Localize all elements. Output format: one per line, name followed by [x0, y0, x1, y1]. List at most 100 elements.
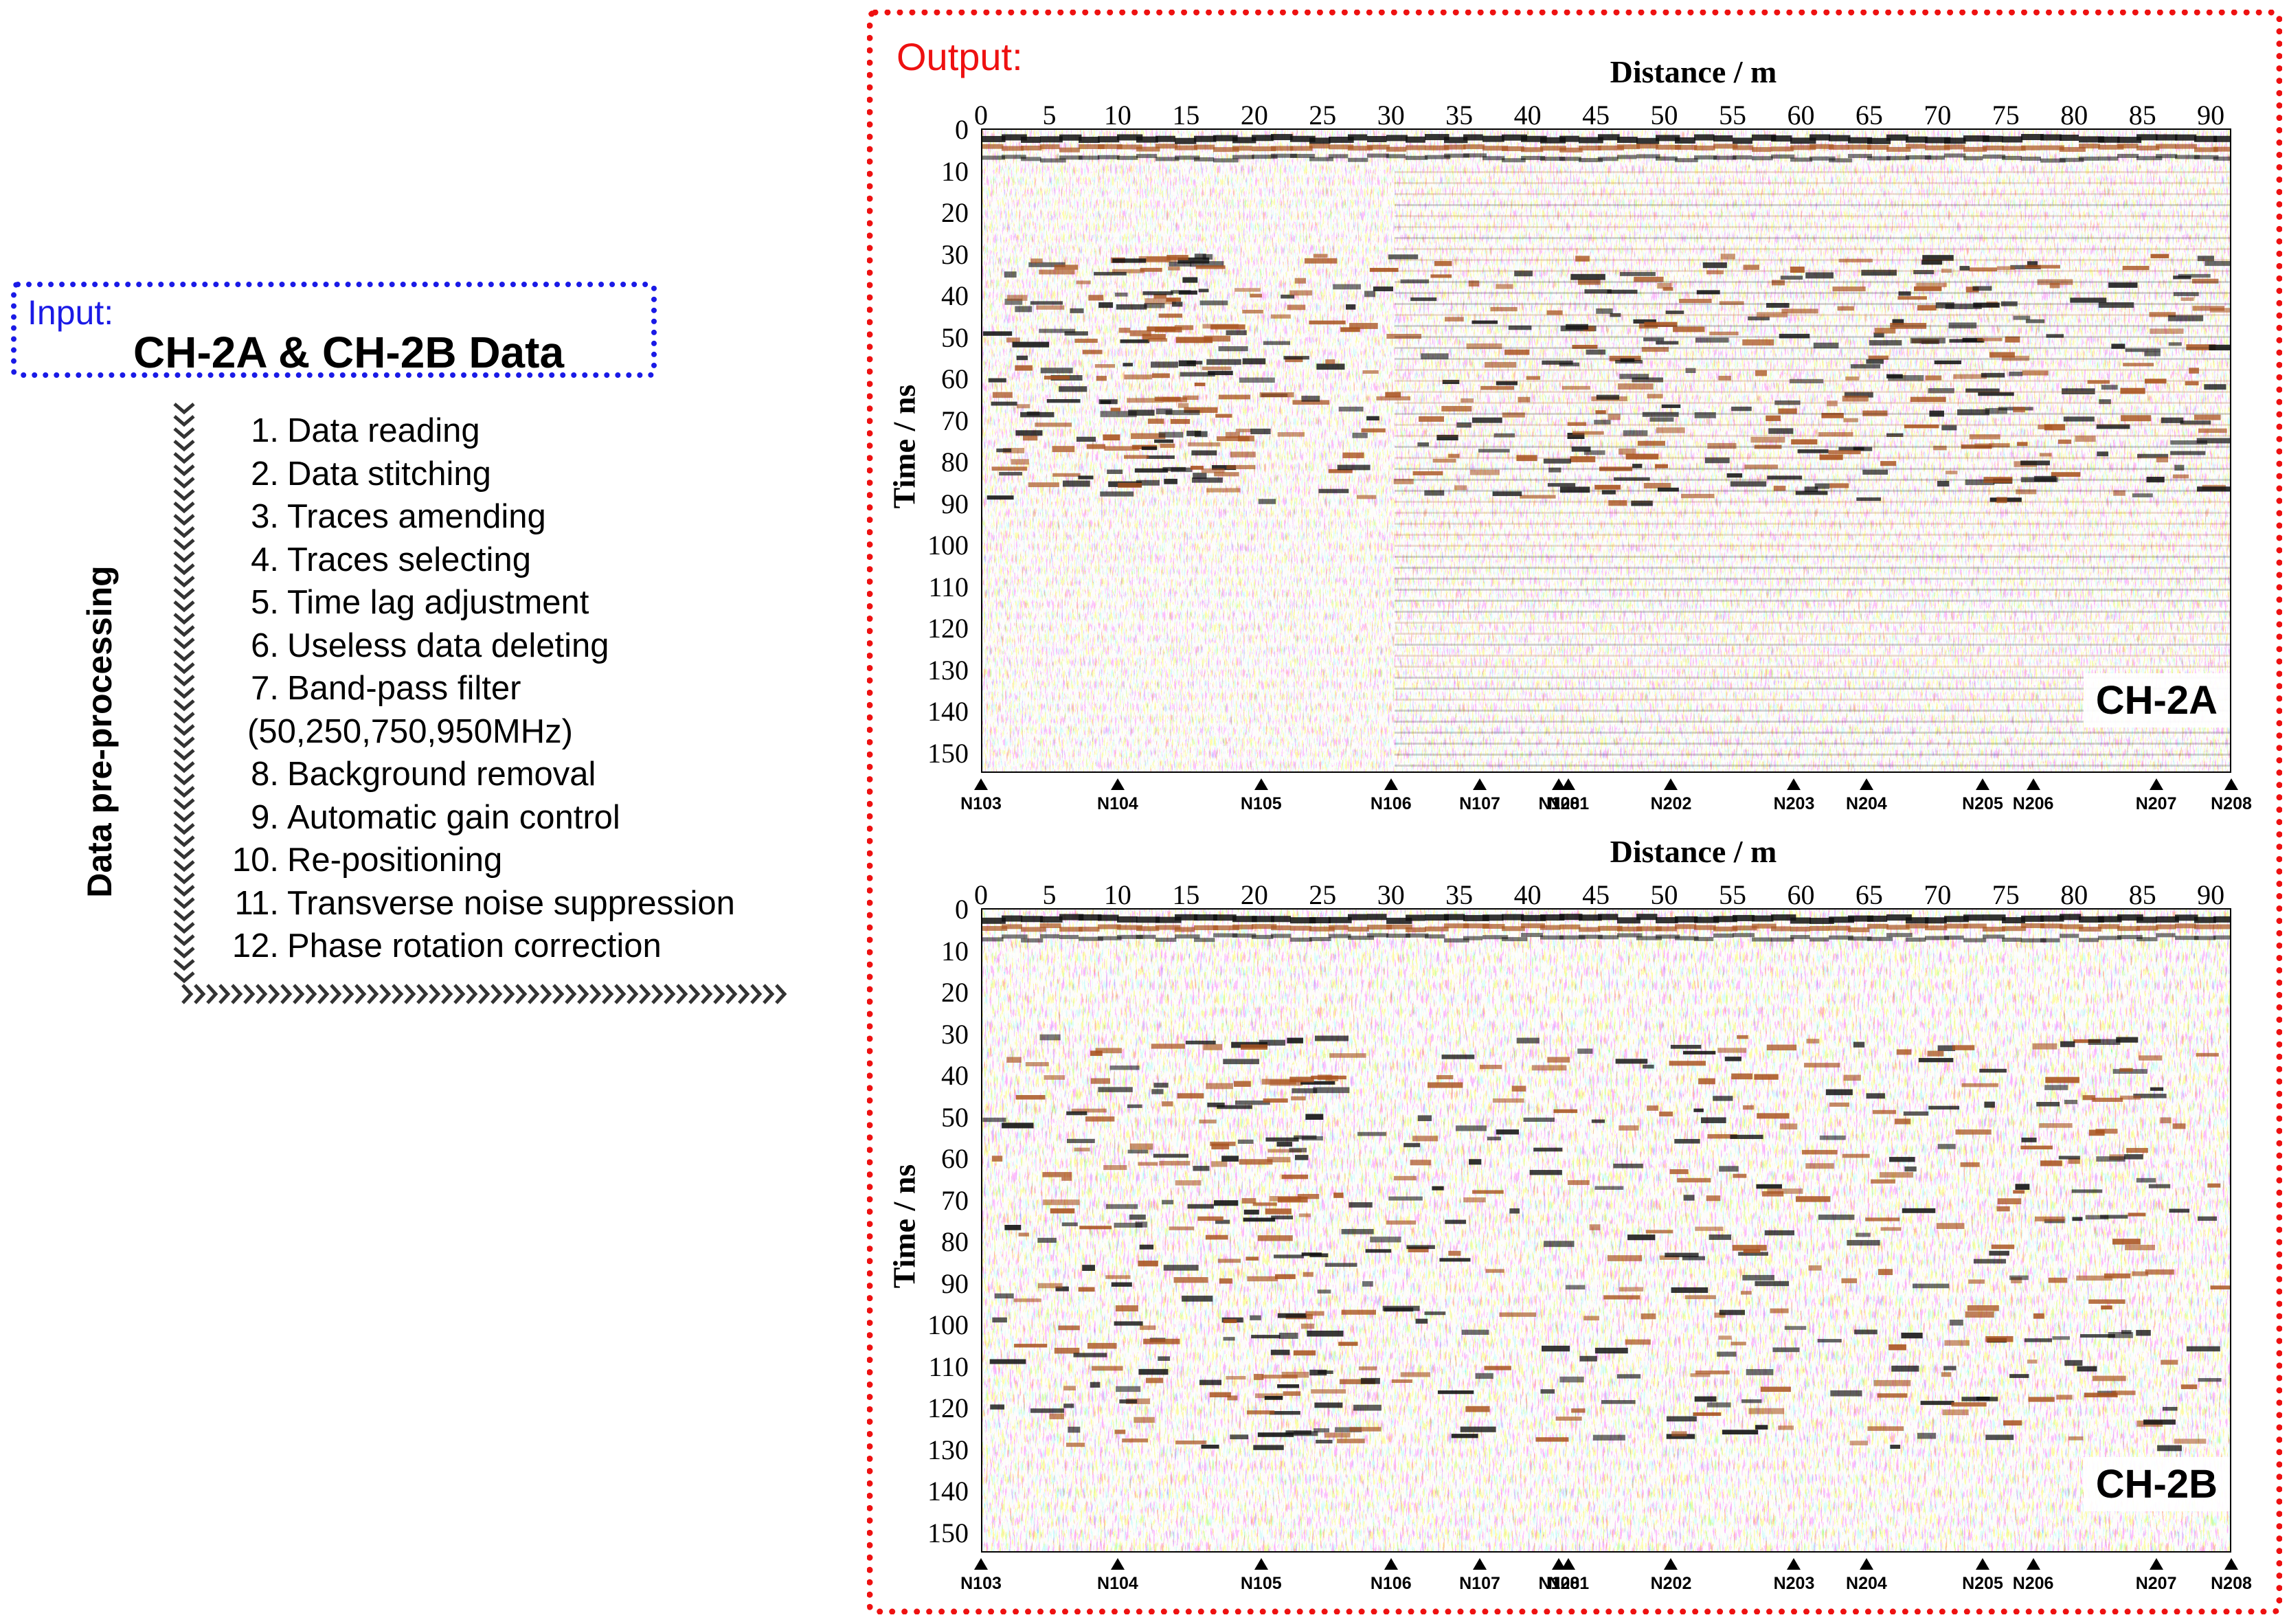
reflection-segment — [1808, 1265, 1822, 1271]
reflection-segment — [1559, 135, 1579, 142]
reflection-segment — [1100, 491, 1134, 497]
reflection-segment — [1365, 1249, 1392, 1253]
reflection-segment — [1136, 136, 1159, 143]
reflection-segment — [1324, 1263, 1357, 1267]
reflection-segment — [1367, 933, 1389, 938]
reflection-segment — [1862, 469, 1888, 475]
reflection-segment — [1632, 377, 1664, 383]
reflection-segment — [1872, 1109, 1897, 1114]
reflection-segment — [1144, 303, 1165, 308]
reflection-segment — [1575, 256, 1590, 262]
reflection-segment — [1853, 447, 1864, 451]
reflection-segment — [2156, 916, 2179, 923]
reflection-segment — [1348, 157, 1368, 162]
reflection-segment — [1496, 1129, 1519, 1135]
reflection-segment — [1613, 1163, 1643, 1169]
reflection-segment — [1079, 1226, 1112, 1230]
reflection-segment — [1082, 350, 1103, 354]
reflection-segment — [1294, 1155, 1309, 1160]
reflection-segment — [1202, 324, 1239, 329]
reflection-segment — [1078, 1287, 1095, 1292]
reflection-segment — [1252, 934, 1274, 939]
reflection-segment — [1290, 937, 1312, 942]
reflection-segment — [1395, 193, 2230, 195]
reflection-segment — [1943, 1366, 1957, 1371]
reflection-segment — [1348, 134, 1368, 141]
reflection-segment — [1074, 1147, 1090, 1152]
reflection-segment — [1204, 335, 1231, 342]
reflection-segment — [2039, 1123, 2073, 1128]
reflection-segment — [1205, 1234, 1228, 1240]
reflection-segment — [1873, 1379, 1911, 1386]
reflection-segment — [1570, 273, 1605, 280]
reflection-segment — [1636, 137, 1660, 144]
reflection-segment — [1427, 1082, 1463, 1088]
processing-step: 2. Data stitching — [206, 453, 735, 496]
reflection-segment — [1647, 1105, 1658, 1111]
reflection-segment — [1117, 144, 1142, 150]
reflection-segment — [2186, 344, 2216, 350]
reflection-segment — [2194, 924, 2214, 929]
reflection-segment — [1395, 688, 2230, 690]
reflection-segment — [1002, 146, 1024, 151]
reflection-segment — [1004, 1225, 1022, 1230]
reflection-segment — [2121, 1330, 2132, 1334]
reflection-segment — [1230, 451, 1256, 458]
reflection-segment — [1929, 410, 1944, 417]
distance-axis-title: Distance / m — [1610, 54, 1777, 89]
reflection-segment — [1957, 409, 1989, 416]
reflection-segment — [1806, 1039, 1820, 1044]
reflection-segment — [1188, 442, 1221, 447]
reflection-segment — [1191, 466, 1204, 470]
reflection-segment — [1406, 155, 1428, 160]
reflection-segment — [1847, 1240, 1880, 1246]
reflection-segment — [1357, 1131, 1386, 1136]
reflection-segment — [1903, 1111, 1929, 1116]
station-label: N208 — [2211, 1574, 2252, 1593]
reflection-segment — [1878, 1269, 1893, 1276]
x-tick-label: 45 — [1582, 100, 1610, 131]
reflection-segment — [1675, 936, 1699, 940]
reflection-segment — [1874, 328, 1896, 334]
reflection-segment — [2148, 1184, 2171, 1188]
reflection-segment — [1996, 1206, 2010, 1212]
reflection-segment — [1207, 1103, 1225, 1107]
reflection-segment — [1164, 478, 1177, 484]
reflection-segment — [2194, 135, 2218, 142]
x-tick-label: 55 — [1718, 879, 1746, 910]
reflection-segment — [1675, 158, 1698, 163]
reflection-segment — [1547, 483, 1576, 487]
reflection-segment — [1271, 916, 1292, 923]
reflection-segment — [1232, 933, 1256, 938]
reflection-segment — [1040, 158, 1066, 163]
reflection-segment — [2073, 1039, 2101, 1044]
reflection-segment — [1054, 1347, 1080, 1354]
reflection-segment — [1591, 1119, 1605, 1123]
reflection-segment — [1757, 312, 1788, 317]
y-tick-label: 10 — [941, 935, 969, 967]
reflection-segment — [982, 937, 1004, 942]
reflection-segment — [1177, 403, 1189, 408]
reflection-segment — [1155, 925, 1181, 930]
reflection-segment — [2125, 348, 2161, 352]
reflection-segment — [1015, 430, 1043, 436]
reflection-segment — [1318, 488, 1349, 493]
reflection-segment — [1226, 464, 1256, 469]
reflection-segment — [2123, 1154, 2143, 1160]
station-label: N205 — [1962, 794, 2003, 813]
reflection-segment — [1518, 396, 1531, 403]
processing-step: (50,250,750,950MHz) — [206, 710, 735, 754]
reflection-segment — [1565, 1285, 1586, 1290]
reflection-segment — [2040, 158, 2066, 163]
reflection-segment — [1098, 136, 1120, 143]
reflection-segment — [1918, 1058, 1954, 1063]
reflection-segment — [1118, 328, 1131, 333]
reflection-segment — [2079, 144, 2101, 149]
reflection-segment — [1112, 269, 1144, 273]
reflection-segment — [1978, 392, 2014, 396]
reflection-segment — [1395, 501, 2230, 503]
reflection-segment — [1693, 1412, 1722, 1417]
triangle-marker-icon — [974, 1558, 988, 1570]
reflection-segment — [1100, 400, 1112, 405]
reflection-segment — [1386, 154, 1406, 159]
